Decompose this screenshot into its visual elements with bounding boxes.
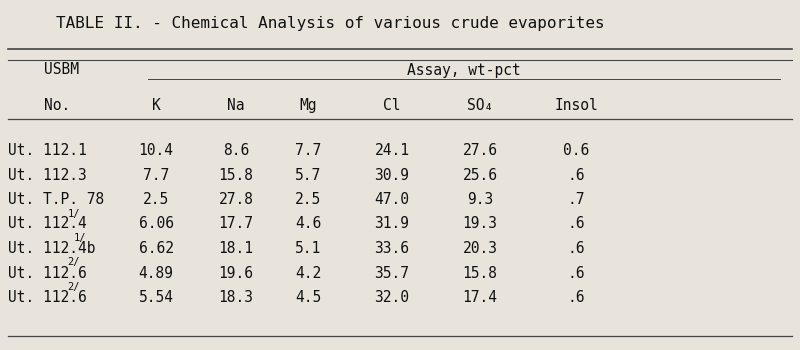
- Text: 18.1: 18.1: [218, 241, 254, 256]
- Text: No.: No.: [44, 98, 70, 112]
- Text: 5.1: 5.1: [295, 241, 321, 256]
- Text: 32.0: 32.0: [374, 290, 410, 305]
- Text: 4.5: 4.5: [295, 290, 321, 305]
- Text: 17.4: 17.4: [462, 290, 498, 305]
- Text: 0.6: 0.6: [563, 143, 589, 158]
- Text: .6: .6: [567, 266, 585, 280]
- Text: 19.6: 19.6: [218, 266, 254, 280]
- Text: 31.9: 31.9: [374, 217, 410, 231]
- Text: .6: .6: [567, 241, 585, 256]
- Text: Assay, wt-pct: Assay, wt-pct: [407, 63, 521, 77]
- Text: 25.6: 25.6: [462, 168, 498, 182]
- Text: 1/: 1/: [67, 209, 80, 218]
- Text: 20.3: 20.3: [462, 241, 498, 256]
- Text: 5.54: 5.54: [138, 290, 174, 305]
- Text: 35.7: 35.7: [374, 266, 410, 280]
- Text: 2.5: 2.5: [295, 192, 321, 207]
- Text: Cl: Cl: [383, 98, 401, 112]
- Text: .7: .7: [567, 192, 585, 207]
- Text: Mg: Mg: [299, 98, 317, 112]
- Text: 47.0: 47.0: [374, 192, 410, 207]
- Text: 7.7: 7.7: [295, 143, 321, 158]
- Text: 4.6: 4.6: [295, 217, 321, 231]
- Text: 4.89: 4.89: [138, 266, 174, 280]
- Text: Ut. 112.6: Ut. 112.6: [8, 266, 86, 280]
- Text: 5.7: 5.7: [295, 168, 321, 182]
- Text: 8.6: 8.6: [223, 143, 249, 158]
- Text: Ut. T.P. 78: Ut. T.P. 78: [8, 192, 104, 207]
- Text: 4.2: 4.2: [295, 266, 321, 280]
- Text: 19.3: 19.3: [462, 217, 498, 231]
- Text: .6: .6: [567, 290, 585, 305]
- Text: TABLE II. - Chemical Analysis of various crude evaporites: TABLE II. - Chemical Analysis of various…: [56, 16, 605, 31]
- Text: 7.7: 7.7: [143, 168, 169, 182]
- Text: Na: Na: [227, 98, 245, 112]
- Text: 6.06: 6.06: [138, 217, 174, 231]
- Text: 27.6: 27.6: [462, 143, 498, 158]
- Text: USBM: USBM: [44, 63, 79, 77]
- Text: K: K: [152, 98, 160, 112]
- Text: 6.62: 6.62: [138, 241, 174, 256]
- Text: .6: .6: [567, 217, 585, 231]
- Text: .6: .6: [567, 168, 585, 182]
- Text: Ut. 112.3: Ut. 112.3: [8, 168, 86, 182]
- Text: 24.1: 24.1: [374, 143, 410, 158]
- Text: 9.3: 9.3: [467, 192, 493, 207]
- Text: 1/: 1/: [74, 233, 86, 243]
- Text: Ut. 112.6: Ut. 112.6: [8, 290, 86, 305]
- Text: 17.7: 17.7: [218, 217, 254, 231]
- Text: 18.3: 18.3: [218, 290, 254, 305]
- Text: 2/: 2/: [67, 282, 80, 292]
- Text: 10.4: 10.4: [138, 143, 174, 158]
- Text: 2/: 2/: [67, 258, 80, 267]
- Text: 30.9: 30.9: [374, 168, 410, 182]
- Text: Ut. 112.4b: Ut. 112.4b: [8, 241, 95, 256]
- Text: 15.8: 15.8: [462, 266, 498, 280]
- Text: Insol: Insol: [554, 98, 598, 112]
- Text: Ut. 112.4: Ut. 112.4: [8, 217, 86, 231]
- Text: Ut. 112.1: Ut. 112.1: [8, 143, 86, 158]
- Text: SO₄: SO₄: [467, 98, 493, 112]
- Text: 15.8: 15.8: [218, 168, 254, 182]
- Text: 33.6: 33.6: [374, 241, 410, 256]
- Text: 27.8: 27.8: [218, 192, 254, 207]
- Text: 2.5: 2.5: [143, 192, 169, 207]
